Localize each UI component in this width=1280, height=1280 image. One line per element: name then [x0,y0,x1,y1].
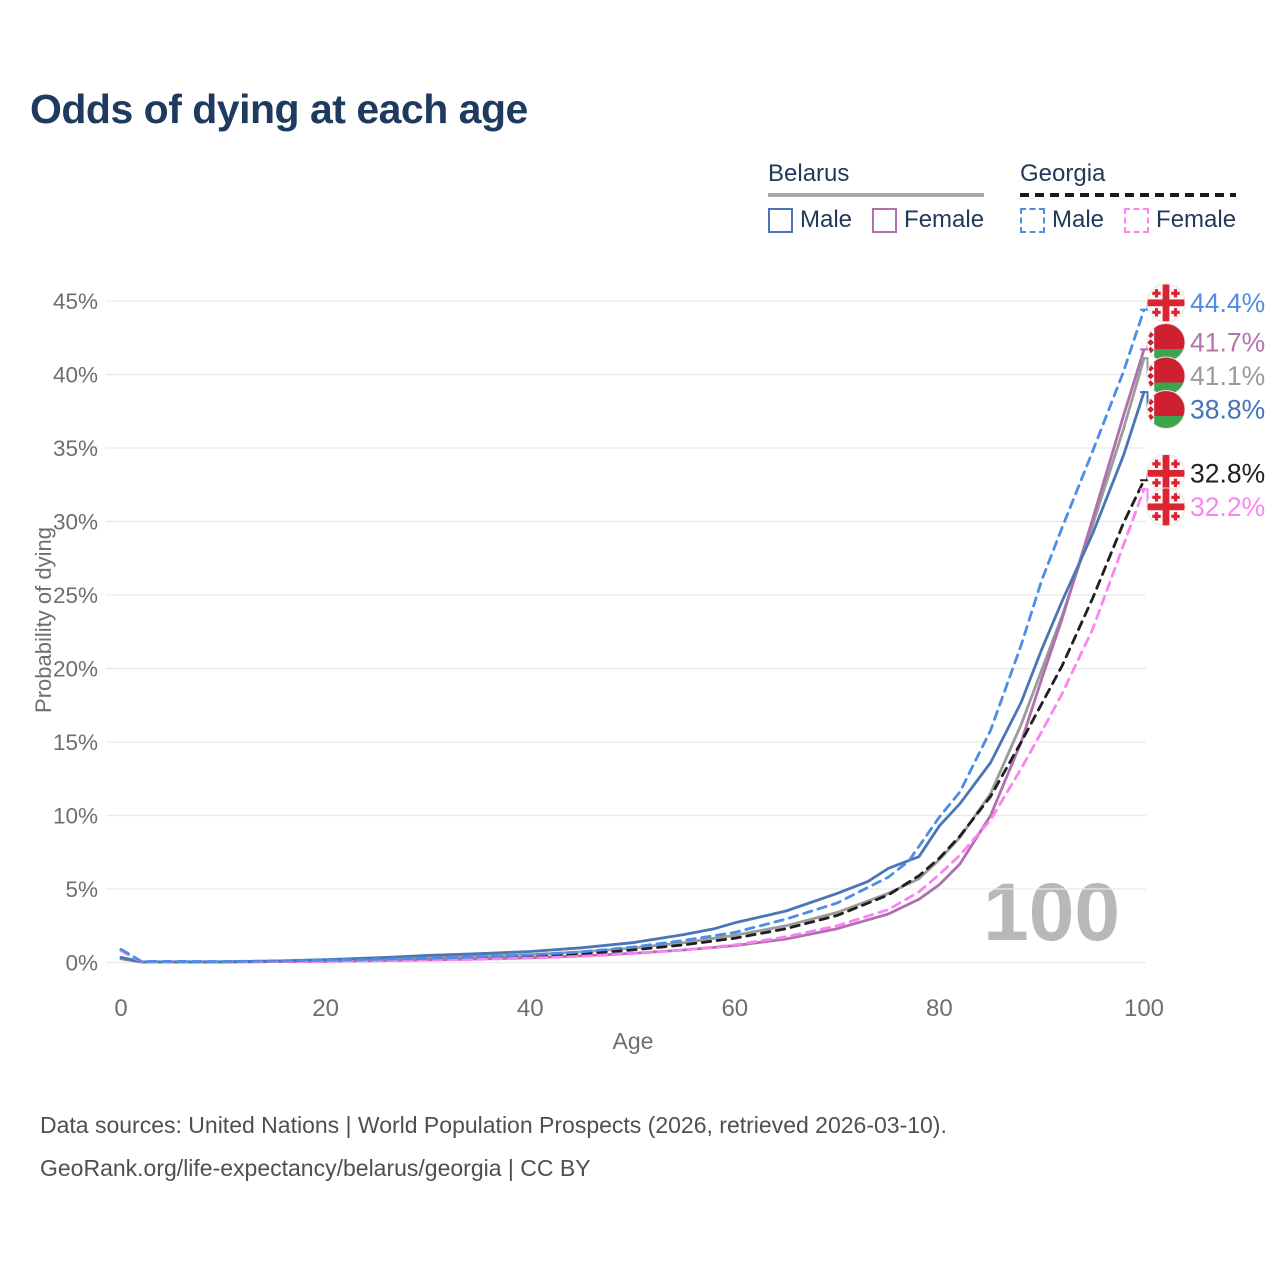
legend-item-label: Female [1156,206,1237,233]
y-tick-label: 10% [53,804,98,829]
x-tick-label: 20 [312,995,339,1022]
y-tick-label: 40% [53,363,98,388]
legend-group-georgia: Georgia Male Female [1020,160,1237,234]
belarus-male-swatch [768,207,793,233]
x-tick-label: 0 [114,995,127,1022]
age-counter-watermark: 100 [983,867,1120,958]
x-axis-title: Age [612,1028,654,1054]
series-line-belarus-total [119,356,1146,964]
legend-item-georgia-male[interactable]: Male [1020,206,1104,234]
page-title: Odds of dying at each age [30,86,528,132]
georgia-flag-icon [1147,487,1185,526]
legend-item-georgia-female[interactable]: Female [1124,206,1236,234]
x-tick-label: 100 [1124,995,1164,1022]
y-tick-label: 0% [65,951,98,976]
x-tick-label: 60 [721,995,748,1022]
y-tick-label: 30% [53,510,98,535]
x-tick-label: 80 [926,995,953,1022]
belarus-female-swatch [872,207,898,233]
legend-title-belarus[interactable]: Belarus [768,160,850,187]
y-tick-label: 25% [53,583,98,608]
legend-title-georgia[interactable]: Georgia [1020,160,1106,187]
data-sources-line: Data sources: United Nations | World Pop… [40,1112,947,1138]
y-tick-label: 20% [53,657,98,682]
legend-items-belarus: Male Female [768,206,984,234]
y-tick-label: 45% [53,289,98,314]
series-line-belarus-female [119,348,1146,964]
series-line-georgia-male [119,308,1146,963]
legend-group-belarus: Belarus Male Female [768,160,985,234]
belarus-solid-line-swatch [768,193,985,197]
legend-item-belarus-female[interactable]: Female [872,206,984,234]
georgia-flag-icon [1147,283,1185,322]
legend-items-georgia: Male Female [1020,206,1236,234]
series-line-belarus-male [119,390,1146,964]
y-axis-title: Probability of dying [31,527,56,713]
y-tick-label: 15% [53,730,98,755]
legend-item-label: Female [904,206,985,233]
georgia-flag-icon [1147,454,1185,493]
attribution-line: GeoRank.org/life-expectancy/belarus/geor… [40,1155,591,1181]
footer: Data sources: United Nations | World Pop… [40,1104,947,1190]
georgia-female-swatch [1124,207,1150,233]
y-tick-label: 5% [65,877,98,902]
legend-item-belarus-male[interactable]: Male [768,206,852,234]
georgia-dashed-line-swatch [1020,193,1237,197]
legend-item-label: Male [800,206,853,233]
series-line-georgia-female [119,487,1146,964]
label-connector [1140,473,1149,482]
y-tick-label: 35% [53,436,98,461]
georgia-male-swatch [1020,207,1045,233]
end-value-label: 44.4% [1190,288,1265,318]
end-value-label: 41.1% [1190,361,1265,391]
end-value-label: 32.8% [1190,458,1265,488]
end-value-label: 38.8% [1190,395,1265,425]
end-value-label: 41.7% [1190,328,1265,358]
legend-item-label: Male [1052,206,1105,233]
x-tick-label: 40 [517,995,544,1022]
end-value-label: 32.2% [1190,492,1265,522]
